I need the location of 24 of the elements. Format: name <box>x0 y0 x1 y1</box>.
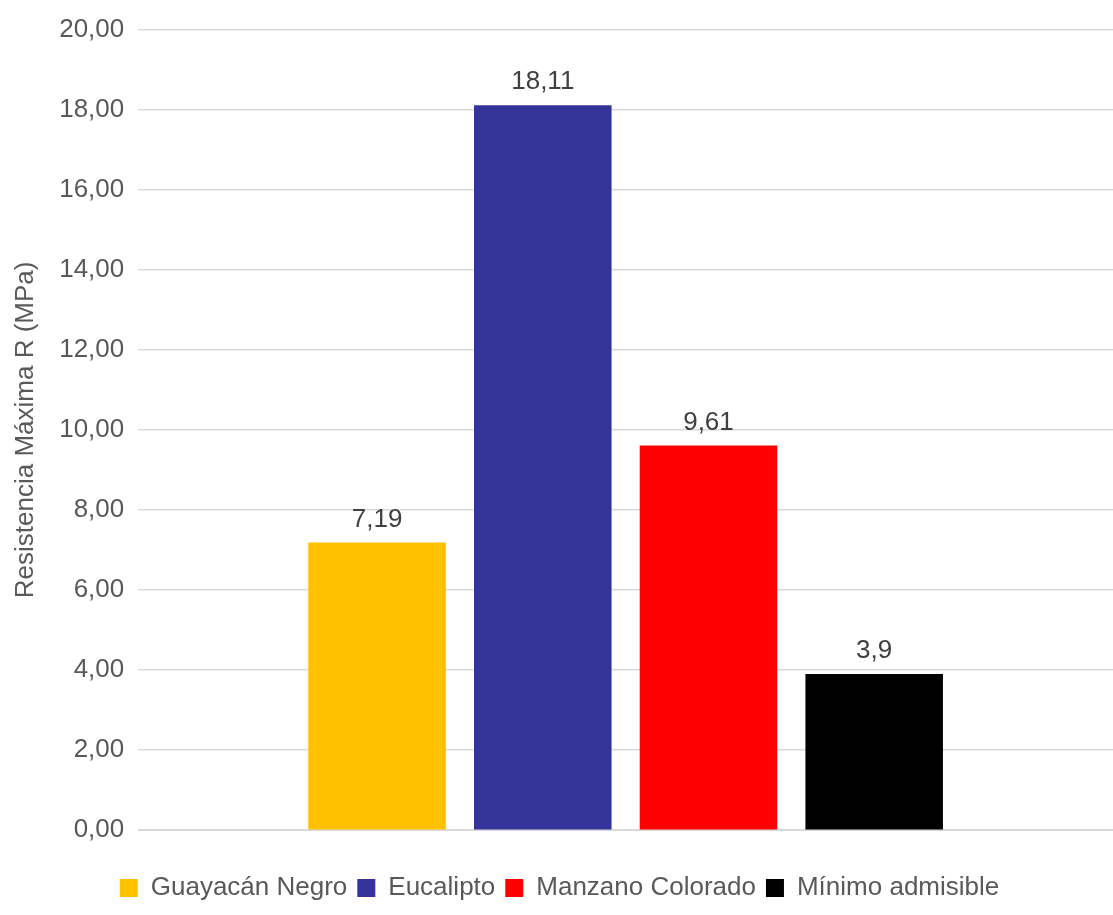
legend-label: Eucalipto <box>388 871 496 902</box>
bar <box>805 674 943 830</box>
legend-label: Guayacán Negro <box>150 871 348 902</box>
data-label: 3,9 <box>856 634 893 665</box>
y-axis-title: Resistencia Máxima R (MPa) <box>8 261 39 599</box>
legend-label: Manzano Colorado <box>536 871 756 902</box>
y-tick-label: 18,00 <box>59 92 125 123</box>
data-label: 18,11 <box>511 65 575 96</box>
bar <box>474 105 612 830</box>
data-label: 9,61 <box>683 405 734 436</box>
y-tick-label: 8,00 <box>73 493 125 524</box>
y-tick-label: 16,00 <box>59 172 125 203</box>
legend-label: Mínimo admisible <box>796 871 1000 902</box>
y-tick-label: 12,00 <box>59 333 125 364</box>
y-tick-label: 6,00 <box>73 573 125 604</box>
y-tick-label: 14,00 <box>59 252 125 283</box>
bar <box>308 542 446 830</box>
bar <box>639 445 778 830</box>
data-label: 7,19 <box>351 502 403 533</box>
y-tick-label: 0,00 <box>73 813 125 844</box>
y-tick-label: 4,00 <box>73 653 125 684</box>
y-tick-label: 2,00 <box>73 733 125 764</box>
y-tick-label: 20,00 <box>59 12 125 43</box>
y-tick-label: 10,00 <box>59 413 125 444</box>
